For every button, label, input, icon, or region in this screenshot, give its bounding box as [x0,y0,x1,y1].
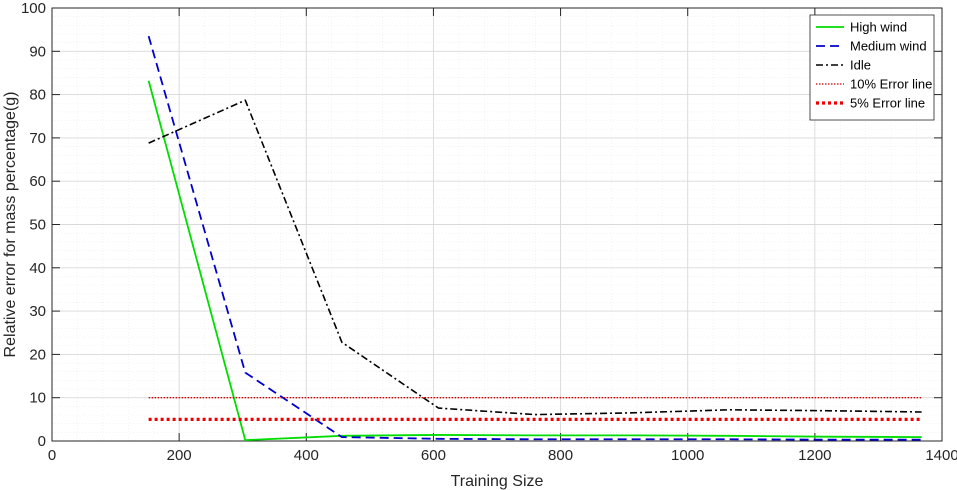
x-tick-label: 1000 [671,447,704,464]
series-lines [147,35,922,442]
y-tick-label: 50 [29,217,46,234]
y-axis-label: Relative error for mass percentage(g) [2,92,19,358]
x-tick-label: 1400 [925,447,957,464]
y-tick-label: 60 [29,173,46,190]
x-tick-label: 400 [294,447,319,464]
x-tick-label: 600 [421,447,446,464]
y-axis-tick-labels: 0 10 20 30 40 50 60 70 80 90 100 [21,0,46,450]
series-line-idle [148,99,922,416]
legend-entry-idle: Idle [850,58,871,73]
x-axis-label: Training Size [451,473,544,490]
series-line-medium-wind [147,35,922,441]
y-tick-label: 30 [29,303,46,320]
y-tick-label: 40 [29,260,46,277]
y-tick-label: 20 [29,346,46,363]
legend-entry-medium-wind: Medium wind [850,39,927,54]
series-line-high-wind [147,80,922,442]
y-tick-label: 80 [29,87,46,104]
y-tick-label: 10 [29,390,46,407]
y-tick-label: 70 [29,130,46,147]
y-tick-label: 100 [21,0,46,17]
legend-entry-high-wind: High wind [850,20,907,35]
major-grid [51,7,943,442]
x-tick-label: 0 [48,447,56,464]
legend-entry-5pct-error-line: 5% Error line [850,96,925,111]
x-axis-tick-labels: 0 200 400 600 800 1000 1200 1400 [48,447,957,464]
x-tick-label: 1200 [798,447,831,464]
legend: High wind Medium wind Idle 10% Error line 5%… [809,14,935,121]
y-tick-label: 0 [38,433,46,450]
x-tick-label: 800 [548,447,573,464]
legend-entry-10pct-error-line: 10% Error line [850,77,932,92]
x-tick-label: 200 [167,447,192,464]
y-tick-label: 90 [29,43,46,60]
